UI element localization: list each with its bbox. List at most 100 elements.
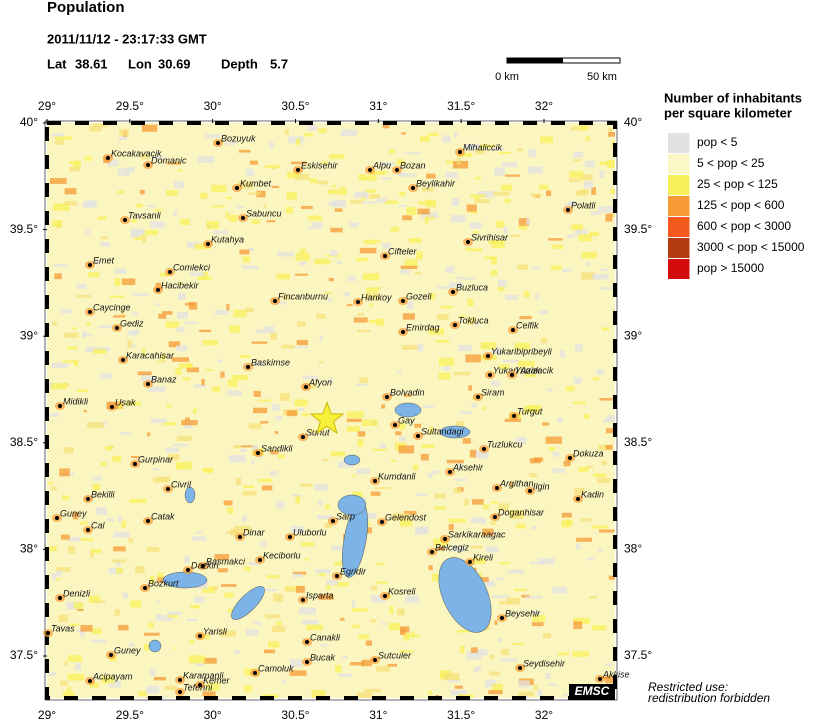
population-cell (235, 477, 242, 486)
population-cell (154, 209, 163, 212)
population-cell (474, 197, 480, 201)
population-cell (542, 422, 550, 426)
population-cell (580, 518, 593, 522)
population-cell (598, 529, 615, 533)
population-cell (153, 468, 160, 471)
population-cell (464, 498, 469, 506)
population-cell (58, 614, 68, 623)
population-cell (156, 360, 166, 363)
population-cell (512, 642, 525, 645)
population-cell (356, 468, 371, 475)
population-cell (307, 226, 313, 230)
legend-swatch (668, 175, 690, 195)
population-cell (141, 124, 158, 132)
place-label: Sultandagi (421, 426, 465, 436)
population-cell (281, 344, 295, 349)
population-cell (60, 309, 72, 314)
population-cell (211, 184, 227, 193)
population-cell (89, 125, 102, 132)
population-cell (416, 343, 424, 352)
population-cell (270, 332, 278, 340)
population-cell (373, 171, 388, 174)
population-cell (401, 344, 418, 350)
population-cell (346, 418, 362, 422)
place-dot (256, 451, 260, 455)
population-cell (328, 298, 333, 303)
place-dot (198, 634, 202, 638)
population-cell (184, 423, 193, 429)
population-cell (585, 262, 590, 266)
population-cell (495, 577, 505, 580)
population-cell (238, 149, 251, 153)
place-dot (178, 690, 182, 694)
lon-label: Lon (128, 56, 152, 71)
population-cell (537, 558, 555, 565)
population-cell (67, 546, 75, 554)
legend-swatch (668, 133, 690, 153)
place-dot (123, 218, 127, 222)
place-dot (146, 163, 150, 167)
legend-label: 3000 < pop < 15000 (697, 240, 805, 254)
population-cell (63, 691, 75, 698)
population-cell (400, 265, 418, 270)
population-cell (605, 213, 613, 222)
population-cell (284, 586, 302, 590)
population-cell (185, 417, 191, 422)
population-cell (171, 357, 189, 362)
place-label: Akkise (602, 669, 630, 679)
population-cell (445, 160, 454, 164)
population-cell (138, 691, 147, 697)
population-cell (451, 198, 460, 207)
population-cell (248, 423, 262, 429)
population-cell (373, 420, 377, 426)
population-cell (173, 647, 178, 650)
population-cell (491, 595, 509, 598)
place-label: Kutahya (211, 234, 244, 244)
population-cell (498, 364, 509, 370)
population-cell (206, 220, 219, 229)
population-cell (279, 393, 290, 401)
population-cell (162, 311, 173, 315)
place-label: Guney (60, 508, 87, 518)
place-label: Argithan (499, 478, 534, 488)
population-cell (337, 461, 354, 468)
population-cell (500, 562, 511, 565)
population-cell (254, 363, 265, 366)
place-dot (385, 395, 389, 399)
place-label: Sivrihisar (471, 232, 509, 242)
population-cell (583, 414, 590, 419)
population-cell (245, 629, 259, 636)
place-label: Siram (481, 387, 505, 397)
population-cell (404, 595, 419, 604)
population-cell (307, 125, 318, 131)
lon-tick-label: 30.5° (281, 708, 309, 721)
place-label: Baskimse (251, 357, 290, 367)
place-label: Bozkurt (148, 578, 179, 588)
population-cell (308, 429, 316, 432)
population-cell (49, 178, 67, 184)
population-cell (605, 663, 613, 667)
population-cell (166, 404, 172, 408)
population-cell (498, 503, 509, 512)
place-dot (133, 462, 137, 466)
population-cell (130, 600, 142, 608)
population-cell (471, 517, 487, 524)
place-label: Dokuza (573, 448, 604, 458)
population-cell (458, 344, 472, 351)
population-cell (379, 443, 387, 449)
population-cell (589, 231, 600, 237)
population-cell (73, 160, 81, 169)
population-cell (559, 350, 566, 358)
population-cell (130, 230, 141, 238)
population-cell (573, 401, 586, 405)
population-cell (220, 584, 237, 587)
population-cell (96, 259, 100, 265)
population-cell (453, 371, 471, 376)
population-cell (113, 546, 126, 552)
population-cell (568, 200, 576, 206)
population-cell (530, 193, 542, 197)
population-cell (515, 436, 527, 445)
legend-title: Number of inhabitants (664, 90, 802, 105)
place-label: Gay (398, 415, 415, 425)
place-dot (458, 150, 462, 154)
